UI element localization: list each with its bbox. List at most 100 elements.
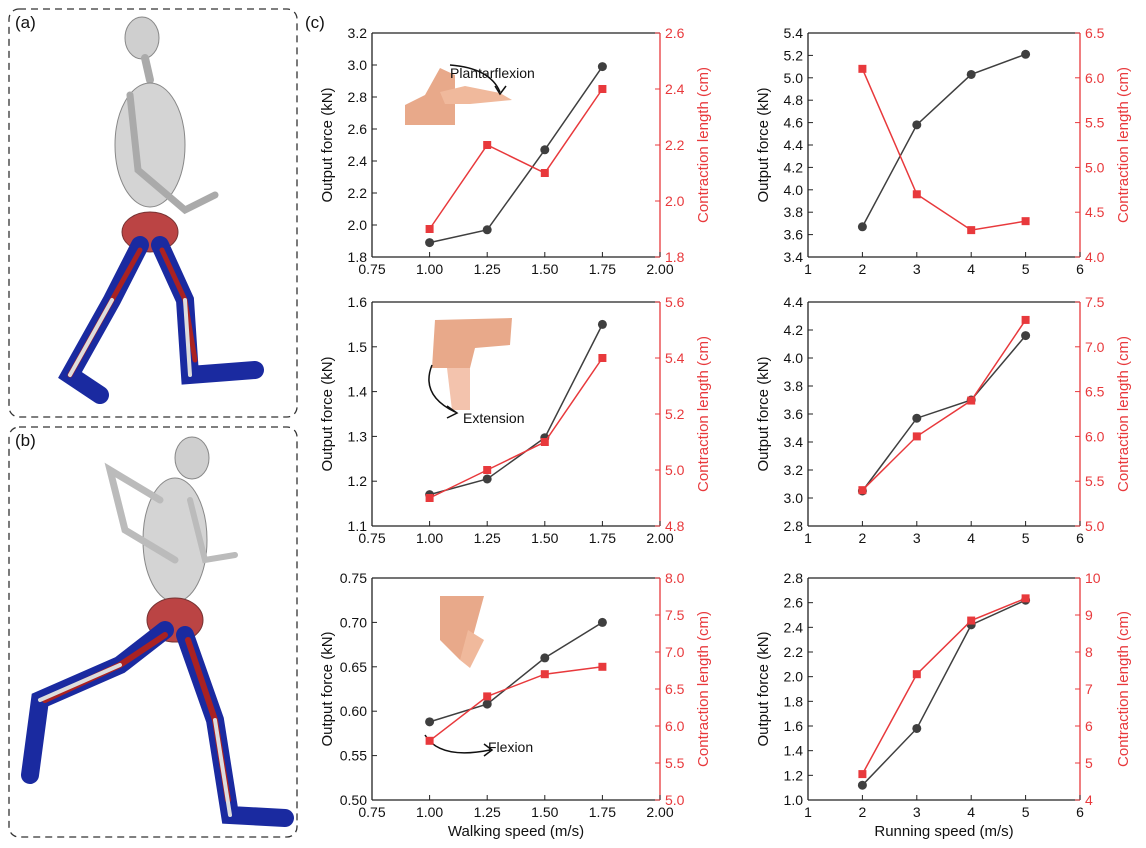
y2-tick-label: 5.5: [1085, 115, 1105, 131]
x-tick-label: 2.00: [646, 804, 673, 820]
y-axis-title: Output force (kN): [755, 631, 772, 746]
y-tick-label: 1.4: [784, 743, 804, 759]
point: [482, 225, 492, 235]
y2-tick-label: 5.2: [665, 406, 685, 422]
y2-tick-label: 5.0: [665, 792, 685, 808]
y2-tick-label: 5.0: [1085, 159, 1105, 175]
y-tick-label: 4.8: [784, 92, 804, 108]
x-tick-label: 1.25: [474, 261, 501, 277]
y-axis-title: Output force (kN): [755, 356, 772, 471]
y2-tick-label: 6.5: [665, 681, 685, 697]
y-tick-label: 3.0: [348, 57, 368, 73]
point: [483, 466, 492, 474]
x-tick-label: 1: [804, 530, 812, 546]
y-tick-label: 1.1: [348, 518, 368, 534]
series-line: [429, 357, 604, 499]
point: [425, 238, 435, 248]
y-tick-label: 3.6: [784, 227, 804, 243]
y2-tick-label: 2.4: [665, 81, 685, 97]
y-tick-label: 0.70: [340, 614, 367, 630]
series-line: [861, 319, 1027, 491]
y-tick-label: 4.4: [784, 137, 804, 153]
y2-tick-label: 4.5: [1085, 204, 1105, 220]
x-tick-label: 1.75: [589, 804, 616, 820]
y2-tick-label: 7.0: [665, 644, 685, 660]
y-tick-label: 2.8: [784, 518, 804, 534]
y-tick-label: 1.0: [784, 792, 804, 808]
panel-frame: [8, 8, 298, 418]
y-tick-label: 4.4: [784, 294, 804, 310]
y-tick-label: 1.8: [348, 249, 368, 265]
point: [967, 616, 976, 625]
y-tick-label: 3.4: [784, 249, 804, 265]
point: [483, 141, 492, 149]
y2-tick-label: 5.6: [665, 294, 685, 310]
point: [598, 662, 607, 671]
ankle-illustration: [405, 64, 512, 125]
point: [425, 494, 434, 502]
y2-tick-label: 4: [1085, 792, 1093, 808]
x-tick-label: 2: [859, 530, 867, 546]
x-tick-label: 1: [804, 804, 812, 820]
point: [425, 736, 434, 745]
x-tick-label: 6: [1076, 261, 1084, 277]
point: [967, 226, 976, 235]
y-tick-label: 1.2: [784, 767, 804, 783]
x-tick-label: 1.00: [416, 804, 443, 820]
series-line: [428, 88, 604, 230]
y2-tick-label: 7.5: [1085, 294, 1105, 310]
point: [540, 670, 549, 679]
point: [857, 222, 867, 232]
y-tick-label: 1.6: [784, 718, 804, 734]
y-axis-title: Output force (kN): [755, 87, 772, 202]
y2-tick-label: 5.5: [665, 755, 685, 771]
x-tick-label: 1.75: [589, 261, 616, 277]
point: [540, 438, 549, 446]
y-tick-label: 1.3: [348, 428, 368, 444]
y-tick-label: 3.2: [784, 462, 804, 478]
y-tick-label: 5.4: [784, 25, 804, 41]
point: [482, 699, 492, 709]
y2-tick-label: 7.0: [1085, 339, 1105, 355]
x-tick-label: 1.50: [531, 530, 558, 546]
y-tick-label: 2.8: [348, 89, 368, 105]
x-tick-label: 5: [1022, 530, 1030, 546]
series-line: [429, 621, 603, 723]
point: [597, 319, 607, 329]
point: [597, 617, 607, 627]
point: [858, 770, 867, 779]
y-tick-label: 3.8: [784, 204, 804, 220]
y2-tick-label: 6.0: [1085, 70, 1105, 86]
y-tick-label: 2.0: [784, 669, 804, 685]
x-tick-label: 4: [967, 261, 975, 277]
y-tick-label: 4.0: [784, 350, 804, 366]
panel-frame: [8, 426, 298, 838]
point: [540, 169, 549, 177]
x-tick-label: 1.50: [531, 261, 558, 277]
y2-tick-label: 9: [1085, 607, 1093, 623]
y-tick-label: 0.75: [340, 570, 367, 586]
series-line: [861, 53, 1026, 228]
y-tick-label: 2.4: [784, 619, 804, 635]
series-line: [429, 66, 604, 244]
y2-tick-label: 2.0: [665, 193, 685, 209]
x-tick-label: 2.00: [646, 530, 673, 546]
y-tick-label: 1.2: [348, 473, 368, 489]
y2-tick-label: 5: [1085, 755, 1093, 771]
panel-label: (a): [15, 13, 36, 32]
x-tick-label: 1.25: [474, 530, 501, 546]
y-tick-label: 2.6: [348, 121, 368, 137]
point: [912, 120, 922, 130]
y-axis-title: Output force (kN): [319, 87, 336, 202]
point: [482, 474, 492, 484]
point: [1021, 49, 1031, 59]
y-tick-label: 1.8: [784, 693, 804, 709]
y-tick-label: 4.2: [784, 322, 804, 338]
y-tick-label: 2.2: [348, 185, 368, 201]
x-tick-label: 3: [913, 261, 921, 277]
y-tick-label: 4.2: [784, 159, 804, 175]
point: [1021, 594, 1030, 603]
y-tick-label: 5.0: [784, 70, 804, 86]
x-tick-label: 0.75: [358, 804, 385, 820]
y2-tick-label: 10: [1085, 570, 1101, 586]
